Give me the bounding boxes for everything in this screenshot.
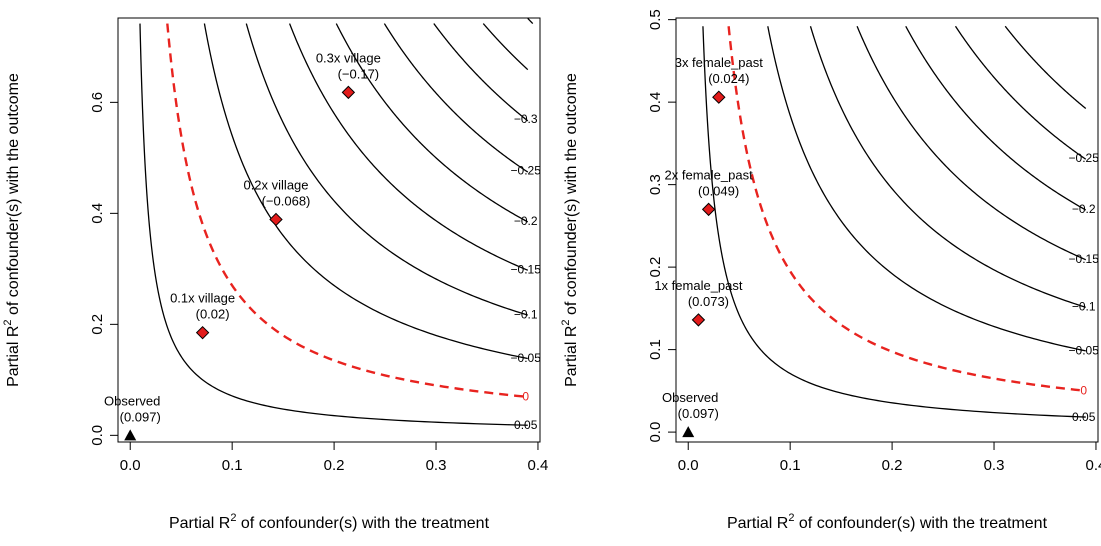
contour-line: [203, 23, 528, 360]
y-tick-label: 0.0: [89, 425, 106, 446]
contour-line: [527, 18, 534, 25]
contour-label: 0: [522, 390, 529, 404]
x-tick-label: 0.1: [780, 457, 801, 474]
y-tick-label: 0.3: [647, 174, 664, 195]
x-tick-label: 0.1: [222, 457, 243, 474]
observed-label: Observed: [662, 390, 718, 405]
contour-label: −0.15: [511, 262, 542, 276]
x-tick-label: 0.0: [678, 457, 699, 474]
y-tick-label: 0.2: [647, 257, 664, 278]
y-tick-label: 0.4: [89, 203, 106, 224]
contour-label: −0.05: [1069, 343, 1100, 357]
bound-marker: [712, 90, 726, 104]
contour-label: 0.05: [1072, 410, 1096, 424]
contour-line: [383, 23, 529, 173]
bound-marker: [269, 212, 283, 227]
contour-label: −0.1: [514, 307, 538, 321]
contour-line: [954, 25, 1087, 160]
bound-value: (0.049): [698, 183, 739, 198]
contour-lines: [702, 25, 1087, 418]
contour-label: −0.25: [1069, 151, 1100, 165]
y-axis-label: Partial R2 of confounder(s) with the out…: [560, 73, 580, 387]
bound-label: 0.1x village: [170, 291, 235, 306]
contour-label: −0.2: [514, 214, 538, 228]
threshold-contour: [166, 23, 528, 399]
bound-value: (0.02): [196, 307, 230, 322]
contour-label: −0.3: [514, 112, 538, 126]
y-tick-label: 0.6: [89, 92, 106, 113]
contour-label: −0.25: [511, 164, 542, 178]
bound-value: (−0.17): [338, 66, 380, 81]
y-tick-label: 0.1: [647, 339, 664, 360]
observed-value: (0.097): [678, 406, 719, 421]
contour-lines: [139, 18, 534, 426]
bound-label: 2x female_past: [665, 167, 754, 182]
observed-value: (0.097): [120, 409, 161, 424]
chart-panel-1: 0.0 0.1 0.2 0.3 0.4 0.0 0.2 0.4 0.6 Partial R2 of…: [2, 17, 549, 532]
x-tick-label: 0.3: [984, 457, 1005, 474]
y-tick-label: 0.2: [89, 314, 106, 335]
bound-value: (0.073): [688, 294, 729, 309]
observed-marker: [124, 429, 137, 441]
x-axis-label: Partial R2 of confounder(s) with the tre…: [169, 512, 490, 532]
bound-label: 0.2x village: [243, 177, 308, 192]
bound-marker: [691, 313, 706, 327]
x-tick-label: 0.0: [120, 457, 141, 474]
x-tick-label: 0.2: [324, 457, 345, 474]
contour-line: [702, 26, 1086, 418]
x-tick-label: 0.4: [1086, 457, 1101, 474]
contour-line: [139, 23, 528, 426]
bound-marker: [195, 325, 210, 340]
contour-label: −0.15: [1069, 252, 1100, 266]
y-tick-label: 0.4: [647, 92, 664, 113]
y-tick-label: 0.5: [647, 9, 664, 30]
contour-line: [335, 23, 529, 223]
contour-line: [1004, 25, 1087, 109]
x-tick-label: 0.4: [528, 457, 549, 474]
bound-value: (−0.068): [262, 193, 311, 208]
plot-frame: [675, 17, 1099, 443]
contour-line: [482, 23, 529, 71]
chart-panel-2: 0.0 0.1 0.2 0.3 0.4 0.0 0.1 0.2 0.3 0.4 0.5 Partial…: [560, 9, 1101, 532]
contour-line: [245, 23, 528, 316]
y-tick-label: 0.0: [647, 422, 664, 443]
bound-label: 1x female_past: [654, 278, 743, 293]
contour-label: −0.05: [511, 351, 542, 365]
bound-marker: [701, 202, 716, 217]
x-tick-label: 0.3: [426, 457, 447, 474]
observed-marker: [682, 426, 695, 438]
contour-line: [856, 25, 1087, 261]
contour-label: −0.2: [1072, 202, 1096, 216]
y-axis-label: Partial R2 of confounder(s) with the out…: [2, 73, 22, 387]
threshold-contour: [727, 26, 1086, 393]
contour-line: [905, 25, 1087, 211]
contour-line: [288, 23, 529, 271]
bound-label: 0.3x village: [316, 50, 381, 65]
contour-label: 0: [1080, 384, 1087, 398]
x-axis-label: Partial R2 of confounder(s) with the tre…: [727, 512, 1048, 532]
contour-label: −0.1: [1072, 300, 1096, 314]
observed-label: Observed: [104, 393, 160, 408]
x-tick-label: 0.2: [882, 457, 903, 474]
contour-line: [767, 26, 1086, 352]
bound-label: 3x female_past: [675, 55, 764, 70]
contour-label: 0.05: [514, 418, 538, 432]
contour-line: [809, 26, 1086, 308]
plot-frame: [117, 17, 541, 443]
bound-value: (0.024): [708, 71, 749, 86]
bound-marker: [341, 85, 356, 100]
contour-line: [433, 23, 529, 122]
